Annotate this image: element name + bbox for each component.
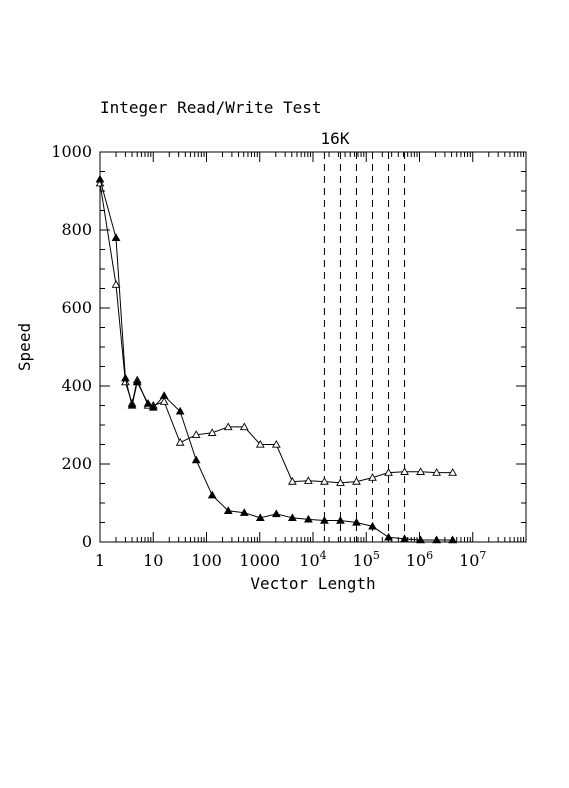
y-tick-label: 800	[61, 220, 92, 239]
filled-triangle-point	[287, 513, 297, 521]
open-triangle-point	[304, 476, 313, 484]
filled-triangle-point	[400, 534, 409, 543]
open-triangle-point	[175, 438, 185, 446]
x-tick-label: 105	[353, 549, 380, 570]
open-triangle-point	[191, 430, 201, 438]
x-tick-label: 1	[95, 551, 105, 570]
x-tick-label: 1000	[239, 551, 280, 570]
filled-triangle-point	[336, 516, 345, 524]
filled-triangle-point	[191, 455, 201, 464]
open-triangle-point	[207, 428, 217, 436]
y-axis-label: Speed	[15, 323, 34, 371]
filled-triangle-point	[384, 532, 393, 541]
filled-triangle-point	[239, 508, 249, 516]
filled-triangle-point	[368, 521, 377, 530]
filled-triangle-point	[271, 509, 281, 518]
y-tick-label: 200	[61, 454, 92, 473]
filled-triangle-point	[132, 377, 142, 386]
filled-triangle-point	[207, 490, 217, 499]
x-tick-label: 107	[459, 549, 486, 570]
x-tick-label: 104	[299, 549, 326, 570]
filled-triangle-point	[320, 516, 329, 524]
filled-triangle-point	[159, 391, 169, 399]
filled-triangle-point	[416, 535, 425, 544]
filled-triangle-point	[304, 514, 313, 523]
open-triangle-point	[320, 477, 329, 485]
open-triangle-point	[448, 468, 458, 476]
open-triangle-point	[368, 473, 377, 481]
filled-triangle-point	[255, 513, 265, 521]
filled-triangle-point	[175, 406, 185, 415]
x-axis-label: Vector Length	[250, 574, 375, 593]
filled-triangle-point	[121, 373, 130, 382]
plot-frame	[99, 151, 527, 543]
y-tick-label: 0	[82, 532, 92, 551]
open-triangle-point	[255, 439, 265, 448]
open-triangle-point	[121, 377, 130, 386]
y-tick-label: 400	[61, 376, 92, 395]
chart-title: Integer Read/Write Test	[100, 98, 322, 117]
axis-ticks	[99, 151, 526, 543]
filled-triangle-point	[95, 174, 105, 183]
open-triangle-point	[239, 422, 249, 431]
filled-triangle-point	[448, 535, 458, 544]
filled-triangle-point	[352, 517, 361, 526]
open-triangle-point	[111, 280, 121, 288]
open-triangle-point	[223, 422, 233, 431]
open-triangle-point	[384, 468, 393, 476]
open-triangle-point	[352, 477, 361, 485]
filled-triangle-point	[127, 400, 137, 409]
open-triangle-point	[336, 478, 345, 486]
open-triangle-point	[271, 439, 281, 448]
series-open-line	[99, 183, 453, 484]
y-tick-label: 1000	[51, 142, 92, 161]
x-tick-label: 10	[143, 551, 163, 570]
y-tick-label: 600	[61, 298, 92, 317]
filled-triangle-point	[432, 535, 442, 544]
filled-triangle-point	[143, 399, 153, 407]
open-triangle-point	[159, 397, 169, 405]
open-triangle-point	[416, 467, 425, 475]
data-series	[95, 174, 458, 544]
filled-triangle-point	[223, 506, 233, 514]
open-triangle-point	[400, 467, 409, 475]
x-tick-label: 100	[191, 551, 222, 570]
x-tick-label: 106	[406, 549, 433, 570]
plot-border	[99, 151, 527, 543]
open-triangle-point	[287, 477, 297, 485]
filled-triangle-point	[148, 402, 158, 411]
series-filled-line	[99, 179, 453, 541]
filled-triangle-point	[111, 233, 121, 241]
cache-size-lines	[323, 152, 406, 542]
axis-tick-labels: 0 200 400 600 800 1000 1 10 100 1000 104 105 106 107	[51, 142, 486, 570]
open-triangle-point	[432, 468, 442, 476]
vline-label: 16K	[321, 129, 350, 148]
